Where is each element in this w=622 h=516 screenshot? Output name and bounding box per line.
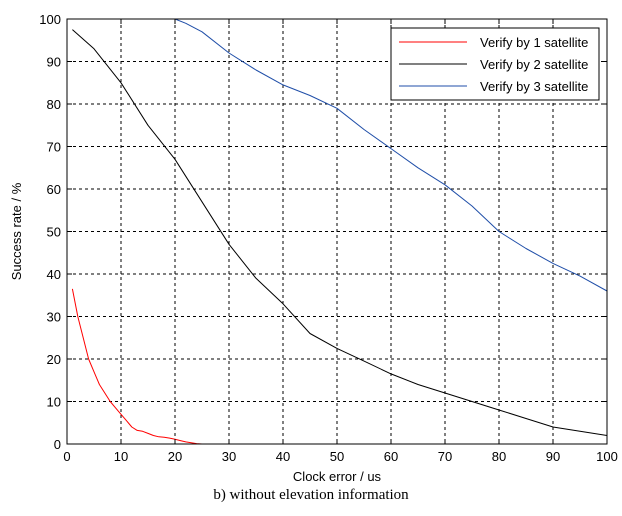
y-tick-label: 50 (47, 225, 61, 240)
x-tick-label: 0 (63, 449, 70, 464)
y-tick-label: 0 (54, 437, 61, 452)
y-axis-label: Success rate / % (9, 182, 24, 280)
x-tick-label: 30 (222, 449, 236, 464)
x-tick-label: 100 (596, 449, 618, 464)
legend: Verify by 1 satellite Verify by 2 satelli… (390, 27, 600, 101)
ticks: 0 10 20 30 40 50 60 70 80 90 100 0 10 20 30 40 50 60 70 80 9… (39, 12, 618, 464)
x-tick-label: 40 (276, 449, 290, 464)
y-tick-label: 30 (47, 310, 61, 325)
x-tick-label: 80 (492, 449, 506, 464)
y-tick-label: 20 (47, 352, 61, 367)
figure-caption: b) without elevation information (213, 487, 409, 503)
y-tick-label: 60 (47, 182, 61, 197)
legend-label-1: Verify by 1 satellite (480, 35, 588, 50)
x-tick-label: 90 (546, 449, 560, 464)
y-tick-label: 90 (47, 55, 61, 70)
x-tick-label: 70 (438, 449, 452, 464)
legend-label-3: Verify by 3 satellite (480, 79, 588, 94)
x-tick-label: 50 (330, 449, 344, 464)
grid (67, 19, 607, 444)
y-tick-label: 40 (47, 267, 61, 282)
y-tick-label: 70 (47, 140, 61, 155)
legend-label-2: Verify by 2 satellite (480, 57, 588, 72)
y-tick-label: 10 (47, 395, 61, 410)
x-tick-label: 60 (384, 449, 398, 464)
x-tick-label: 20 (168, 449, 182, 464)
series-line-2 (72, 29, 608, 436)
y-tick-label: 100 (39, 12, 61, 27)
x-tick-label: 10 (114, 449, 128, 464)
x-axis-label: Clock error / us (293, 469, 382, 484)
y-tick-label: 80 (47, 97, 61, 112)
